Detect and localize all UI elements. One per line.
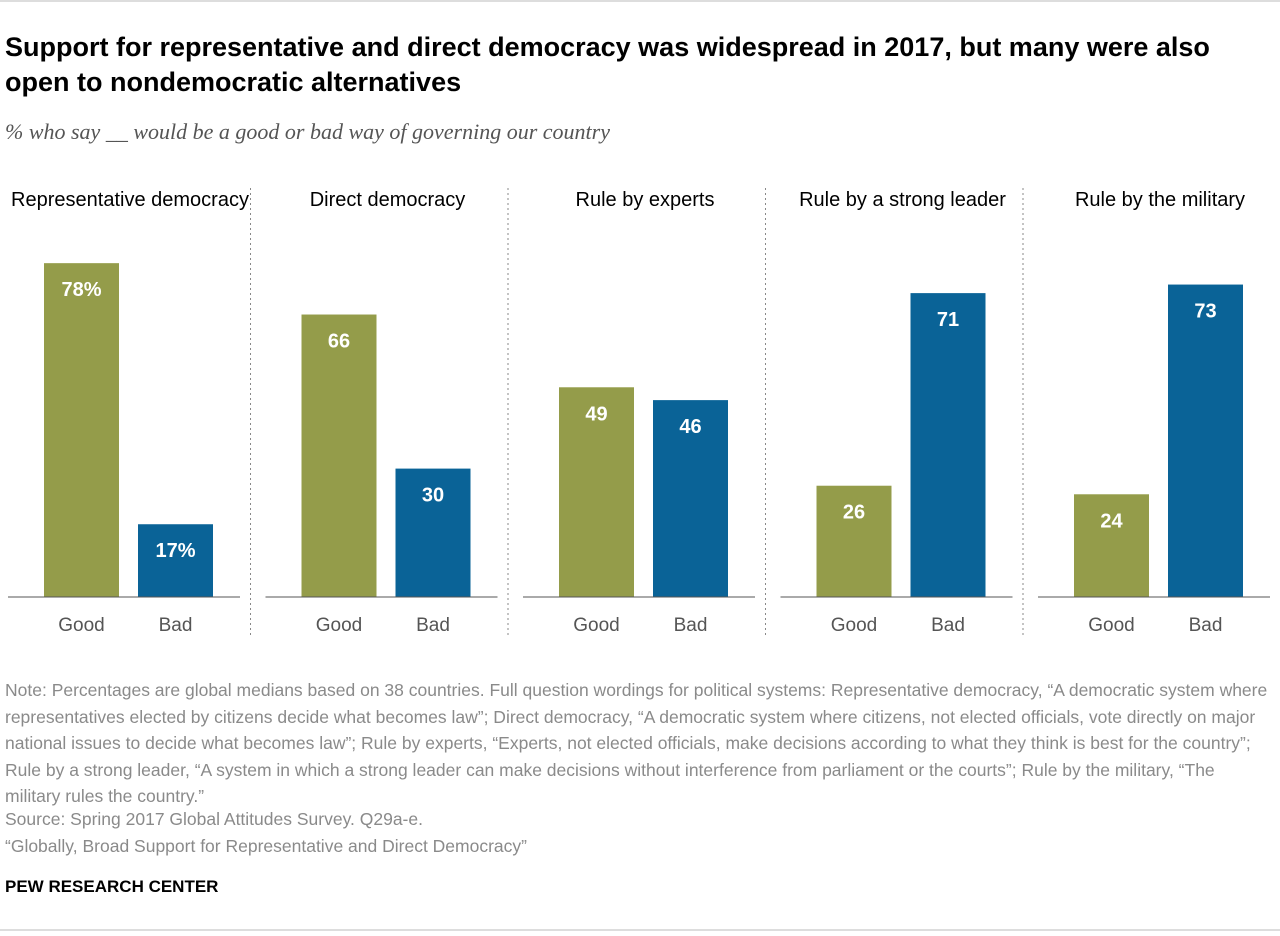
bar: [653, 400, 728, 597]
bar: [1074, 494, 1149, 597]
bar: [1168, 284, 1243, 597]
value-label: 73: [1194, 301, 1216, 323]
report: “Globally, Broad Support for Representat…: [5, 836, 527, 856]
category-label: Bad: [159, 615, 193, 636]
panel-title: Rule by experts: [575, 189, 715, 211]
value-label: 17%: [155, 540, 195, 562]
bar: [816, 485, 892, 597]
bar: [910, 293, 986, 597]
value-label: 24: [1100, 510, 1123, 532]
category-label: Bad: [931, 615, 965, 636]
bar: [395, 468, 471, 597]
value-label: 46: [679, 416, 701, 438]
category-label: Good: [1088, 615, 1134, 636]
note: Note: Percentages are global medians bas…: [5, 680, 1268, 806]
panel-title: Direct democracy: [309, 189, 466, 211]
subtitle: % who say __ would be a good or bad way …: [5, 119, 610, 144]
category-label: Good: [573, 615, 619, 636]
panel-title: Rule by a strong leader: [799, 189, 1006, 211]
value-label: 71: [937, 309, 959, 331]
category-label: Good: [58, 615, 104, 636]
category-label: Good: [316, 615, 362, 636]
bar: [301, 314, 377, 597]
value-label: 49: [585, 403, 607, 425]
footer: PEW RESEARCH CENTER: [5, 877, 219, 896]
title: Support for representative and direct de…: [5, 32, 1210, 97]
value-label: 26: [843, 502, 865, 524]
panel-title: Rule by the military: [1074, 189, 1246, 211]
value-label: 66: [328, 331, 350, 353]
bar: [138, 524, 213, 597]
bar: [559, 387, 634, 597]
value-label: 30: [422, 485, 444, 507]
source: Source: Spring 2017 Global Attitudes Sur…: [5, 809, 423, 829]
category-label: Bad: [1189, 615, 1223, 636]
category-label: Bad: [416, 615, 450, 636]
bar: [44, 263, 119, 597]
category-label: Bad: [674, 615, 708, 636]
panel-title: Representative democracy: [11, 189, 249, 211]
category-label: Good: [831, 615, 877, 636]
value-label: 78%: [61, 279, 101, 301]
